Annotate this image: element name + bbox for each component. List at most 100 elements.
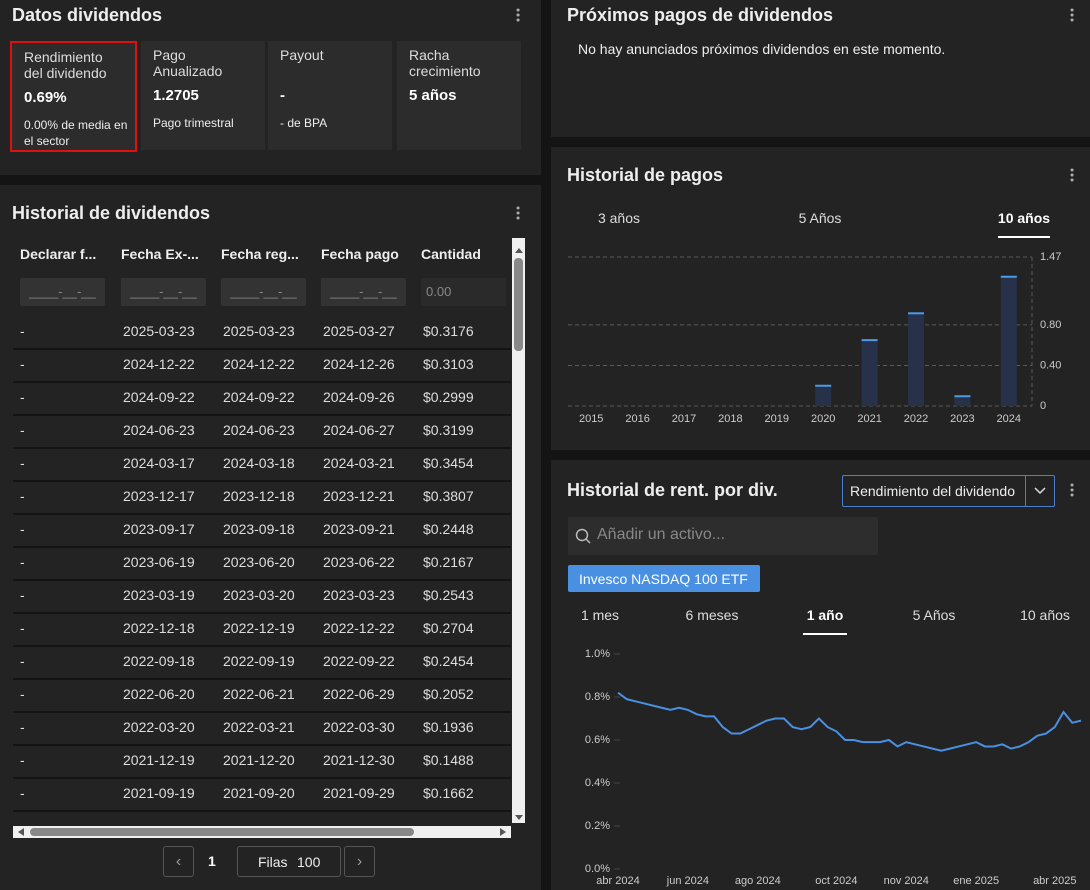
row-divider (13, 513, 511, 515)
table-cell: 2024-12-22 (123, 356, 195, 372)
page-number[interactable]: 1 (208, 853, 216, 869)
table-cell: $0.2052 (423, 686, 474, 702)
stat-note: - de BPA (280, 115, 385, 131)
tab[interactable]: 5 Años (760, 210, 880, 226)
table-cell: 2024-09-22 (123, 389, 195, 405)
table-cell: $0.1488 (423, 752, 474, 768)
table-cell: 2023-09-18 (223, 521, 295, 537)
table-cell: 2021-09-19 (123, 785, 195, 801)
stat-label: Pago Anualizado (153, 47, 253, 79)
stat-note: 0.00% de media en el sector (24, 117, 129, 149)
filter-input[interactable]: ____-__-__ (221, 278, 306, 306)
table-cell: 2023-03-20 (223, 587, 295, 603)
table-cell: - (20, 323, 25, 339)
dropdown-divider (1025, 476, 1026, 506)
table-cell: - (20, 752, 25, 768)
row-divider (13, 348, 511, 350)
table-cell: 2023-06-19 (123, 554, 195, 570)
row-divider (13, 777, 511, 779)
column-header[interactable]: Declarar f... (20, 246, 96, 262)
table-cell: 2024-06-23 (123, 422, 195, 438)
table-cell: 2024-03-17 (123, 455, 195, 471)
table-cell: $0.3176 (423, 323, 474, 339)
stat-note: Pago trimestral (153, 115, 258, 131)
table-cell: 2022-12-19 (223, 620, 295, 636)
panel-title: Próximos pagos de dividendos (567, 4, 833, 26)
next-button[interactable]: › (344, 846, 375, 877)
table-cell: 2025-03-27 (323, 323, 395, 339)
table-cell: 2022-06-20 (123, 686, 195, 702)
table-cell: 2021-12-19 (123, 752, 195, 768)
column-header[interactable]: Fecha Ex-... (121, 246, 199, 262)
table-cell: - (20, 587, 25, 603)
table-cell: 2024-03-21 (323, 455, 395, 471)
rows-select[interactable]: Filas100 (237, 846, 341, 877)
table-cell: 2022-09-19 (223, 653, 295, 669)
filter-placeholder: ____-__-__ (121, 284, 206, 299)
asset-chip[interactable]: Invesco NASDAQ 100 ETF (568, 565, 760, 592)
stat-value: - (280, 87, 285, 104)
table-cell: $0.2454 (423, 653, 474, 669)
table-cell: $0.1936 (423, 719, 474, 735)
panel (551, 147, 1090, 450)
tab[interactable]: 1 mes (540, 607, 660, 623)
tab[interactable]: 3 años (559, 210, 679, 226)
filter-placeholder: ____-__-__ (20, 284, 105, 299)
stat-card: Payout-- de BPA (268, 41, 392, 150)
table-cell: - (20, 488, 25, 504)
filter-input[interactable]: ____-__-__ (321, 278, 406, 306)
scroll-thumb-v (514, 258, 523, 351)
stat-value: 5 años (409, 87, 457, 104)
row-divider (13, 381, 511, 383)
table-cell: - (20, 620, 25, 636)
tab[interactable]: 10 años (964, 210, 1084, 226)
table-cell: - (20, 785, 25, 801)
filter-input[interactable]: ____-__-__ (121, 278, 206, 306)
tab[interactable]: 5 Años (874, 607, 994, 623)
table-cell: - (20, 422, 25, 438)
table-cell: 2023-06-20 (223, 554, 295, 570)
table-cell: 2022-03-30 (323, 719, 395, 735)
filter-input[interactable]: 0.00 (421, 278, 506, 306)
scroll-thumb-h (30, 828, 414, 836)
search-placeholder: Añadir un activo... (597, 526, 725, 544)
filter-input[interactable]: ____-__-__ (20, 278, 105, 306)
search-input[interactable]: Añadir un activo... (568, 517, 878, 555)
table-cell: 2024-12-22 (223, 356, 295, 372)
row-divider (13, 810, 511, 812)
table-cell: 2021-09-29 (323, 785, 395, 801)
table-cell: 2021-12-20 (223, 752, 295, 768)
row-divider (13, 546, 511, 548)
column-header[interactable]: Fecha reg... (221, 246, 299, 262)
table-cell: 2022-03-21 (223, 719, 295, 735)
table-cell: - (20, 686, 25, 702)
tab[interactable]: 1 año (765, 607, 885, 623)
tab[interactable]: 10 años (985, 607, 1090, 623)
row-divider (13, 711, 511, 713)
filter-placeholder: ____-__-__ (221, 284, 306, 299)
stat-label: Racha crecimiento (409, 47, 509, 79)
table-cell: $0.3103 (423, 356, 474, 372)
table-cell: 2024-06-23 (223, 422, 295, 438)
table-cell: 2023-09-17 (123, 521, 195, 537)
tab[interactable]: 6 meses (652, 607, 772, 623)
table-body: -2025-03-232025-03-232025-03-27$0.3176-2… (13, 314, 511, 823)
row-divider (13, 612, 511, 614)
row-divider (13, 414, 511, 416)
table-cell: 2021-12-30 (323, 752, 395, 768)
table-cell: $0.3199 (423, 422, 474, 438)
stat-value: 1.2705 (153, 87, 199, 104)
stat-label: Rendimiento del dividendo (24, 49, 124, 81)
dropdown[interactable]: Rendimiento del dividendo (842, 475, 1055, 507)
prev-button[interactable]: ‹ (163, 846, 194, 877)
table-cell: $0.3807 (423, 488, 474, 504)
table-cell: 2023-09-21 (323, 521, 395, 537)
table-cell: $0.2704 (423, 620, 474, 636)
column-header[interactable]: Fecha pago (321, 246, 399, 262)
row-divider (13, 678, 511, 680)
table-cell: 2024-09-26 (323, 389, 395, 405)
table-cell: 2022-09-18 (123, 653, 195, 669)
column-header[interactable]: Cantidad (421, 246, 481, 262)
table-cell: 2023-12-17 (123, 488, 195, 504)
